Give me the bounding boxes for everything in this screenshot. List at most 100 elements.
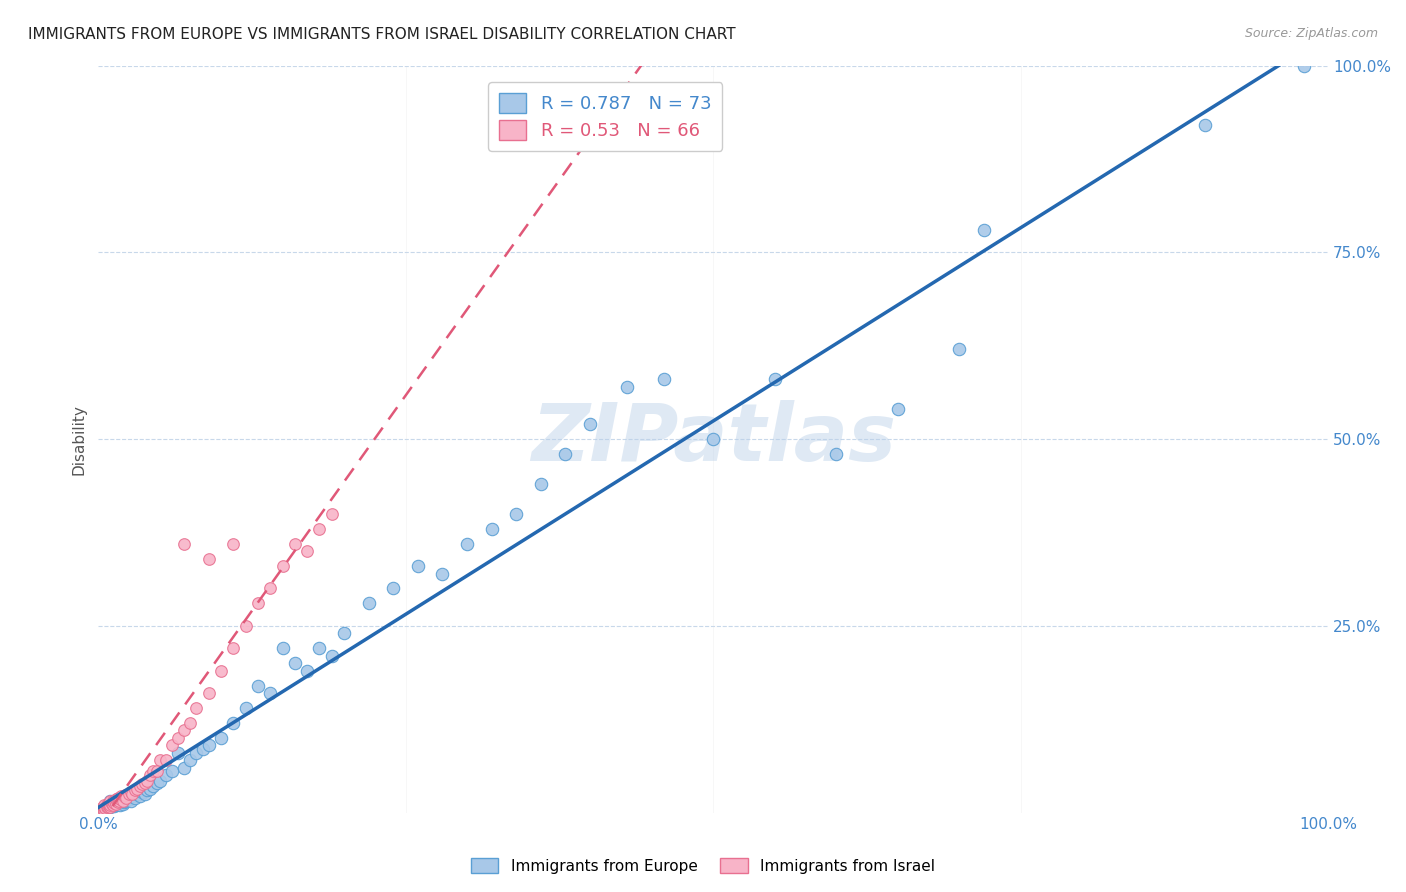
Point xyxy=(1194,119,1216,133)
Y-axis label: Disability: Disability xyxy=(72,404,86,475)
Point xyxy=(120,794,142,808)
Point xyxy=(93,800,115,814)
Point xyxy=(98,794,121,808)
Point xyxy=(89,802,111,816)
Point xyxy=(107,790,129,805)
Point xyxy=(111,797,134,811)
Point xyxy=(108,792,131,806)
Point xyxy=(105,797,128,811)
Text: ZIPatlas: ZIPatlas xyxy=(530,401,896,478)
Point xyxy=(101,797,124,811)
Point xyxy=(246,596,269,610)
Point xyxy=(121,787,143,801)
Point xyxy=(308,522,330,536)
Point xyxy=(146,775,169,789)
Point xyxy=(209,731,232,745)
Point xyxy=(105,792,128,806)
Point xyxy=(505,507,527,521)
Point xyxy=(103,796,125,810)
Point xyxy=(197,686,219,700)
Point xyxy=(111,792,134,806)
Point xyxy=(146,764,169,779)
Point xyxy=(173,723,195,738)
Point xyxy=(124,790,146,805)
Point xyxy=(134,787,156,801)
Point xyxy=(98,798,121,813)
Point xyxy=(222,715,245,730)
Point xyxy=(763,372,786,386)
Point xyxy=(160,739,183,753)
Point xyxy=(115,790,138,805)
Point xyxy=(652,372,675,386)
Point xyxy=(118,792,141,806)
Point xyxy=(108,798,131,813)
Point xyxy=(173,536,195,550)
Point xyxy=(112,795,135,809)
Point xyxy=(121,789,143,803)
Point xyxy=(142,764,165,779)
Point xyxy=(321,648,343,663)
Point xyxy=(98,798,121,813)
Point xyxy=(702,432,724,446)
Point xyxy=(98,794,121,808)
Point xyxy=(246,679,269,693)
Point xyxy=(235,701,257,715)
Point xyxy=(179,715,201,730)
Point xyxy=(333,626,356,640)
Point xyxy=(825,447,848,461)
Point xyxy=(173,761,195,775)
Point xyxy=(104,796,127,810)
Point xyxy=(179,753,201,767)
Point xyxy=(118,787,141,801)
Point xyxy=(105,798,128,813)
Point xyxy=(138,781,160,796)
Point xyxy=(406,559,429,574)
Point xyxy=(136,774,159,789)
Point xyxy=(186,746,208,760)
Point xyxy=(308,641,330,656)
Point xyxy=(97,800,120,814)
Point xyxy=(432,566,454,581)
Point xyxy=(554,447,576,461)
Point xyxy=(108,794,131,808)
Point xyxy=(110,792,132,806)
Point xyxy=(948,343,970,357)
Point xyxy=(284,536,307,550)
Point xyxy=(98,800,121,814)
Point xyxy=(111,794,134,808)
Point xyxy=(112,789,135,803)
Point xyxy=(107,797,129,811)
Point xyxy=(148,753,170,767)
Point xyxy=(98,799,121,814)
Legend: R = 0.787   N = 73, R = 0.53   N = 66: R = 0.787 N = 73, R = 0.53 N = 66 xyxy=(488,82,723,151)
Point xyxy=(382,582,405,596)
Point xyxy=(128,789,150,803)
Point xyxy=(127,787,149,801)
Point xyxy=(456,536,478,550)
Point xyxy=(118,790,141,805)
Point xyxy=(101,794,124,808)
Point xyxy=(530,476,553,491)
Point xyxy=(97,797,120,811)
Point xyxy=(481,522,503,536)
Point xyxy=(284,656,307,670)
Point xyxy=(93,803,115,817)
Text: IMMIGRANTS FROM EUROPE VS IMMIGRANTS FROM ISRAEL DISABILITY CORRELATION CHART: IMMIGRANTS FROM EUROPE VS IMMIGRANTS FRO… xyxy=(28,27,735,42)
Point xyxy=(357,596,380,610)
Point xyxy=(131,777,153,791)
Point xyxy=(124,783,146,797)
Point xyxy=(259,686,281,700)
Point xyxy=(197,739,219,753)
Point xyxy=(127,781,149,796)
Point xyxy=(136,783,159,797)
Point xyxy=(134,775,156,789)
Point xyxy=(142,780,165,794)
Point xyxy=(259,582,281,596)
Point xyxy=(96,798,118,813)
Point xyxy=(222,641,245,656)
Point xyxy=(120,784,142,798)
Point xyxy=(222,536,245,550)
Point xyxy=(131,784,153,798)
Point xyxy=(886,402,908,417)
Point xyxy=(167,731,190,745)
